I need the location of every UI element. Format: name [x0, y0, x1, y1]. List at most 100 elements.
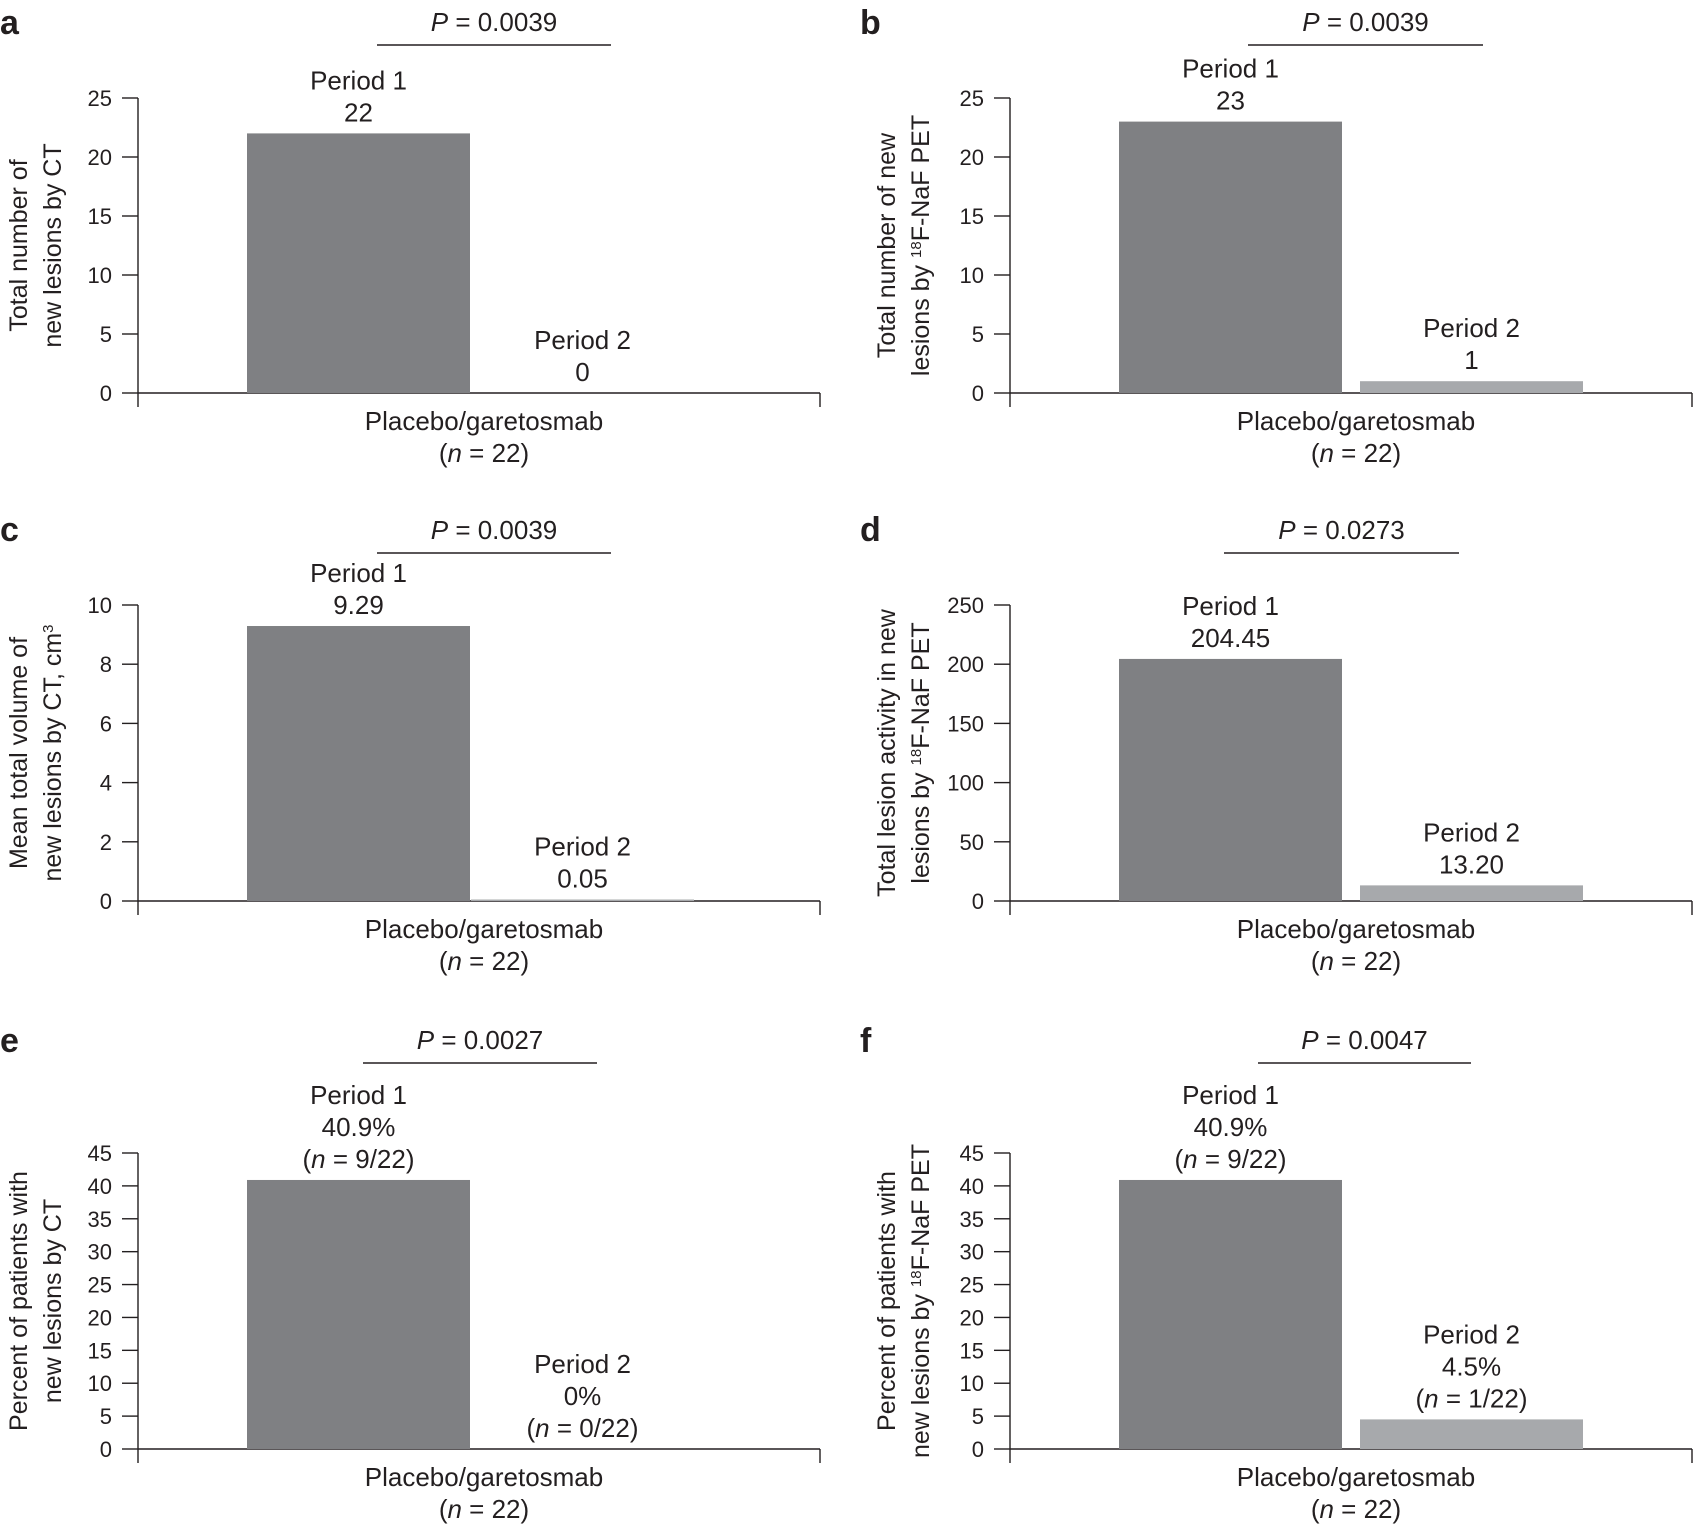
y-tick-label: 10 [88, 263, 112, 288]
p-value-symbol: P [1302, 7, 1320, 37]
x-category-n: (n = 22) [1311, 438, 1401, 468]
bar-label-line: Period 1 [1182, 1080, 1279, 1110]
bar-period-2 [1360, 1419, 1583, 1449]
x-category-label: Placebo/garetosmab [365, 1462, 603, 1492]
y-tick-label: 30 [88, 1240, 112, 1265]
panel-letter-e: e [0, 1022, 19, 1060]
y-tick-label: 30 [960, 1240, 984, 1265]
bar-label-line: 22 [344, 97, 373, 127]
y-axis-label-line-2: new lesions by CT, cm3 [39, 624, 67, 881]
bar-label-period-2: Period 2 13.20 [1423, 817, 1520, 879]
y-axis-label-line-1: Percent of patients with [873, 1171, 901, 1431]
y-tick-label: 25 [88, 1273, 112, 1298]
bar-label-line: 204.45 [1191, 623, 1271, 653]
y-tick-label: 20 [960, 145, 984, 170]
y-axis-label-line-2: lesions by 18F-NaF PET [907, 115, 935, 376]
bar-label-period-1: Period 1 204.45 [1182, 591, 1279, 653]
p-value-number: = 0.0027 [434, 1025, 543, 1055]
y-tick-label: 2 [100, 830, 112, 855]
n-symbol: n [311, 1144, 325, 1174]
x-category-n: (n = 22) [439, 946, 529, 976]
x-category-label: Placebo/garetosmab [365, 914, 603, 944]
y-tick-label: 0 [100, 889, 112, 914]
bar-label-line: (n = 1/22) [1415, 1383, 1527, 1413]
y-axis-label-line-2: new lesions by CT [39, 1199, 67, 1403]
bar-label-line: Period 1 [310, 65, 407, 95]
bar-label-line: Period 2 [534, 1349, 631, 1379]
y-tick-label: 50 [960, 830, 984, 855]
y-tick-label: 6 [100, 711, 112, 736]
p-value-number: = 0.0273 [1296, 515, 1405, 545]
bar-label-line: 9.29 [333, 590, 384, 620]
bar-label-line: Period 2 [1423, 313, 1520, 343]
panel-letter-c: c [0, 511, 19, 549]
panel-c: c P = 0.0039 0 2 4 6 8 10 Mean total volume of ne… [0, 511, 821, 976]
bar-label-period-2: Period 2 0% (n = 0/22) [526, 1349, 638, 1443]
y-tick-label: 10 [960, 263, 984, 288]
bar-label-line: (n = 9/22) [1174, 1144, 1286, 1174]
panel-b: b P = 0.0039 0 5 10 15 20 25 Total number of new… [860, 4, 1693, 468]
n-symbol: n [1183, 1144, 1197, 1174]
bar-label-line: 13.20 [1439, 849, 1504, 879]
y-tick-label: 15 [88, 204, 112, 229]
x-category-label: Placebo/garetosmab [1237, 914, 1475, 944]
y-axis-label-sup: 18 [908, 1270, 925, 1287]
y-tick-label: 15 [88, 1338, 112, 1363]
y-axis-label-line-1: Mean total volume of [5, 637, 33, 869]
bar-label-period-1: Period 1 22 [310, 65, 407, 127]
panel-a: a P = 0.0039 0 5 10 15 20 25 Total number of new … [0, 4, 821, 468]
x-category-n: (n = 22) [1311, 1494, 1401, 1524]
bar-label-line: (n = 0/22) [526, 1413, 638, 1443]
p-value-number: = 0.0047 [1319, 1025, 1428, 1055]
x-category-n: (n = 22) [439, 1494, 529, 1524]
y-axis-label-line-1: Percent of patients with [5, 1171, 33, 1431]
panel-e: e P = 0.0027 0 5 10 15 20 25 30 35 40 45 Percent of … [0, 1022, 821, 1524]
p-value-number: = 0.0039 [1320, 7, 1429, 37]
bar-label-line: 0% [564, 1381, 602, 1411]
bar-period-1 [247, 1179, 470, 1449]
y-tick-label: 0 [100, 381, 112, 406]
n-symbol: n [447, 946, 461, 976]
x-category-label: Placebo/garetosmab [365, 406, 603, 436]
p-value: P = 0.0047 [1301, 1025, 1428, 1055]
panel-d: d P = 0.0273 0 50 100 150 200 250 Total lesion a… [860, 511, 1693, 976]
x-category-n: (n = 22) [439, 438, 529, 468]
y-axis-label-line-1: Total number of [5, 159, 33, 331]
y-tick-label: 25 [960, 86, 984, 111]
panel-letter-f: f [860, 1022, 872, 1060]
bar-label-line: 0 [575, 357, 589, 387]
y-tick-label: 0 [972, 889, 984, 914]
y-tick-label: 20 [88, 1305, 112, 1330]
y-axis-label-rest: F-NaF PET [907, 1144, 935, 1270]
bar-period-2 [1360, 381, 1583, 393]
bar-label-line: 23 [1216, 86, 1245, 116]
y-tick-label: 0 [972, 1437, 984, 1462]
bar-period-2 [471, 899, 694, 901]
y-tick-label: 45 [960, 1141, 984, 1166]
y-axis-label: Total number of new lesions by CT [5, 143, 67, 347]
y-axis-label: Mean total volume of new lesions by CT, c… [5, 624, 67, 881]
p-value-symbol: P [1278, 515, 1296, 545]
y-tick-label: 8 [100, 652, 112, 677]
y-tick-label: 0 [100, 1437, 112, 1462]
x-category-label: Placebo/garetosmab [1237, 406, 1475, 436]
bar-label-line: Period 1 [310, 558, 407, 588]
y-axis-label: Total number of new lesions by 18F-NaF PE… [873, 115, 935, 376]
y-tick-label: 25 [88, 86, 112, 111]
p-value: P = 0.0273 [1278, 515, 1405, 545]
p-value: P = 0.0027 [417, 1025, 544, 1055]
y-tick-label: 5 [100, 322, 112, 347]
n-symbol: n [1319, 1494, 1333, 1524]
p-value: P = 0.0039 [431, 515, 558, 545]
bar-label-line: 1 [1464, 345, 1478, 375]
bar-label-period-1: Period 1 9.29 [310, 558, 407, 620]
panel-f: f P = 0.0047 0 5 10 15 20 25 30 35 40 45 Percent of … [860, 1022, 1693, 1524]
bar-period-1 [1119, 121, 1342, 393]
y-axis-label-sup: 3 [40, 624, 57, 632]
y-tick-label: 150 [947, 711, 984, 736]
y-axis-label-line-2: new lesions by 18F-NaF PET [907, 1144, 935, 1458]
bar-period-1 [247, 133, 470, 393]
n-symbol: n [535, 1413, 549, 1443]
bar-label-line: Period 1 [1182, 54, 1279, 84]
